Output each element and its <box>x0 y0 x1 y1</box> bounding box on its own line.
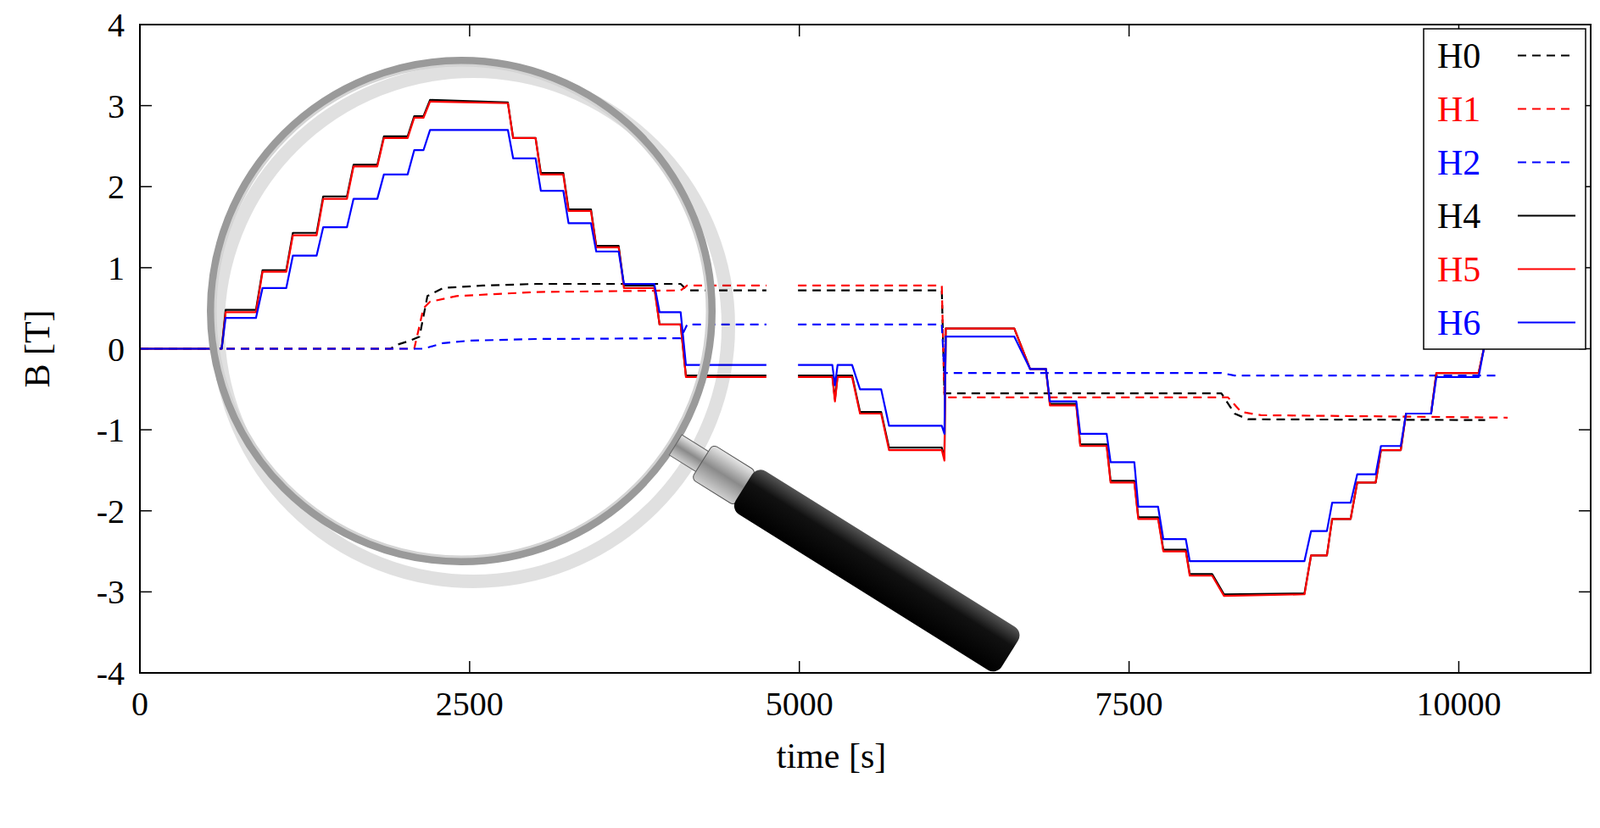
legend-label: H5 <box>1437 250 1481 290</box>
x-tick <box>1458 661 1461 674</box>
legend-label: H0 <box>1437 36 1481 76</box>
chart: 0 2500 5000 7500 10000 -4 -3 -2 -1 0 1 2 3 4 time [s] B… <box>0 0 1600 828</box>
y-tick <box>139 429 152 431</box>
magnifier-handle <box>662 423 1024 675</box>
lens-ring <box>215 65 708 558</box>
y-tick-label: 1 <box>107 249 125 288</box>
legend-swatch <box>1517 54 1576 56</box>
x-tick <box>468 24 471 37</box>
y-tick <box>1578 429 1591 431</box>
series-line <box>139 129 1484 562</box>
x-tick <box>468 661 471 674</box>
y-tick-label: -2 <box>96 492 125 531</box>
y-tick-label: 0 <box>107 330 125 369</box>
x-tick-label: 7500 <box>1095 685 1164 724</box>
y-axis-title: B [T] <box>17 309 57 388</box>
y-tick <box>1578 591 1591 594</box>
y-tick <box>139 105 152 107</box>
magnifier <box>211 61 1024 676</box>
legend-label: H4 <box>1437 196 1481 236</box>
legend-swatch <box>1517 214 1576 217</box>
y-tick-label: -3 <box>96 573 125 612</box>
y-tick <box>139 591 152 594</box>
y-tick-label: -1 <box>96 411 125 450</box>
y-tick <box>139 510 152 513</box>
legend-box <box>1423 28 1586 350</box>
y-tick <box>139 186 152 189</box>
y-tick-label: 3 <box>107 87 125 126</box>
legend-swatch <box>1517 161 1576 163</box>
x-tick <box>1128 661 1131 674</box>
y-tick <box>1578 510 1591 513</box>
legend-label: H2 <box>1437 143 1481 183</box>
y-tick-label: -4 <box>96 654 125 693</box>
y-tick-label: 4 <box>107 5 125 45</box>
legend-label: H1 <box>1437 89 1481 129</box>
lens-ring <box>211 61 712 562</box>
handle-grip <box>730 466 1024 676</box>
series-line <box>139 285 1508 419</box>
series-line <box>139 324 1498 376</box>
y-tick <box>139 267 152 269</box>
legend-swatch <box>1517 321 1576 324</box>
series-line <box>139 284 1486 421</box>
legend-swatch <box>1517 267 1576 270</box>
x-tick-label: 2500 <box>435 685 504 724</box>
legend-label: H6 <box>1437 303 1481 343</box>
y-tick-label: 2 <box>107 167 125 207</box>
x-tick <box>1128 24 1131 37</box>
legend: H0 H1 H2 H4 H5 H6 <box>1423 28 1586 350</box>
x-axis-title: time [s] <box>776 736 887 776</box>
x-tick <box>798 24 801 37</box>
x-tick-label: 10000 <box>1416 685 1501 724</box>
x-tick-label: 5000 <box>765 685 834 724</box>
x-tick <box>798 661 801 674</box>
legend-swatch <box>1517 107 1576 110</box>
x-tick-label: 0 <box>131 685 149 724</box>
